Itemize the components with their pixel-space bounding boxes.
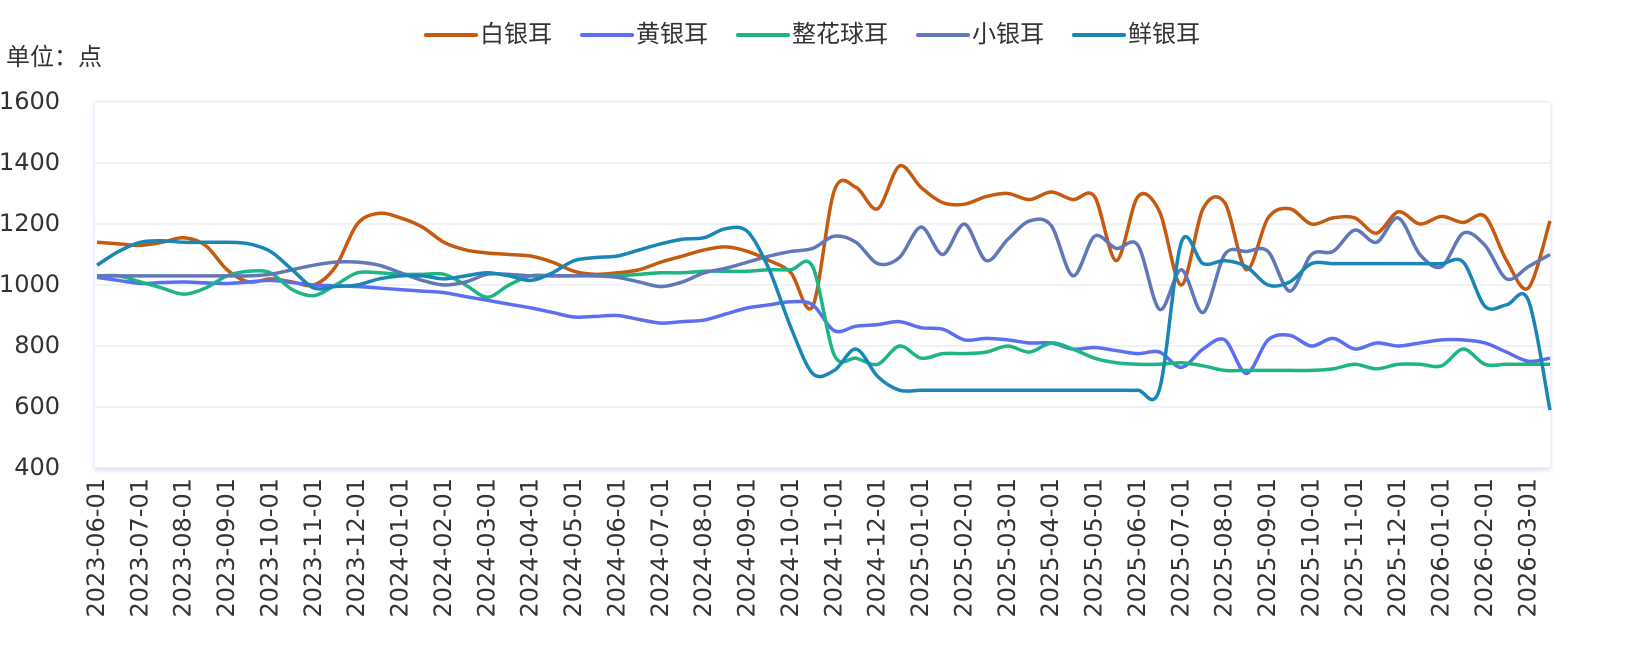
x-tick-label: 2023-06-01 [82, 478, 110, 617]
legend-item: 整花球耳 [736, 20, 888, 48]
legend-item: 白银耳 [424, 20, 552, 48]
y-tick-label: 1000 [0, 270, 60, 298]
x-tick-label: 2025-02-01 [949, 478, 977, 617]
x-tick-label: 2025-06-01 [1123, 478, 1151, 617]
x-tick-label: 2026-01-01 [1427, 478, 1455, 617]
x-tick-label: 2025-09-01 [1253, 478, 1281, 617]
legend-label: 白银耳 [480, 20, 552, 48]
y-tick-label: 1400 [0, 148, 60, 176]
legend-label: 黄银耳 [636, 20, 708, 48]
x-tick-label: 2025-01-01 [906, 478, 934, 617]
x-tick-label: 2024-07-01 [646, 478, 674, 617]
legend-label: 鲜银耳 [1128, 20, 1200, 48]
x-tick-label: 2025-07-01 [1166, 478, 1194, 617]
series-line [97, 216, 1551, 315]
x-tick-label: 2026-03-01 [1513, 478, 1541, 617]
y-tick-label: 1600 [0, 87, 60, 115]
x-tick-label: 2023-08-01 [169, 478, 197, 617]
x-tick-label: 2025-11-01 [1340, 478, 1368, 617]
x-tick-label: 2025-03-01 [993, 478, 1021, 617]
x-tick-label: 2023-07-01 [125, 478, 153, 617]
legend-item: 黄银耳 [580, 20, 708, 48]
x-tick-label: 2025-08-01 [1210, 478, 1238, 617]
x-tick-label: 2025-12-01 [1383, 478, 1411, 617]
unit-label: 单位：点 [6, 43, 102, 71]
x-tick-label: 2026-02-01 [1470, 478, 1498, 617]
x-tick-label: 2024-10-01 [776, 478, 804, 617]
x-tick-label: 2025-10-01 [1296, 478, 1324, 617]
x-tick-label: 2024-09-01 [733, 478, 761, 617]
legend-item: 小银耳 [916, 20, 1044, 48]
y-tick-label: 400 [14, 453, 60, 481]
x-tick-label: 2025-04-01 [1036, 478, 1064, 617]
legend: 白银耳 黄银耳 整花球耳 小银耳 鲜银耳 [424, 20, 1200, 48]
x-tick-label: 2023-11-01 [299, 478, 327, 617]
series-line [96, 259, 1550, 373]
y-tick-label: 800 [14, 331, 60, 359]
x-tick-label: 2024-02-01 [429, 478, 457, 617]
x-tick-label: 2024-11-01 [819, 478, 847, 617]
x-tick-label: 2024-01-01 [386, 478, 414, 617]
x-tick-label: 2023-09-01 [212, 478, 240, 617]
x-tick-label: 2023-12-01 [342, 478, 370, 617]
x-tick-label: 2024-12-01 [863, 478, 891, 617]
x-tick-label: 2023-10-01 [255, 478, 283, 617]
x-tick-label: 2024-08-01 [689, 478, 717, 617]
legend-item: 鲜银耳 [1072, 20, 1200, 48]
series-line [96, 164, 1552, 311]
y-tick-label: 600 [14, 392, 60, 420]
x-tick-label: 2024-05-01 [559, 478, 587, 617]
x-tick-label: 2024-04-01 [516, 478, 544, 617]
x-tick-label: 2025-05-01 [1080, 478, 1108, 617]
y-tick-label: 1200 [0, 209, 60, 237]
legend-label: 小银耳 [972, 20, 1044, 48]
x-tick-label: 2024-06-01 [602, 478, 630, 617]
x-tick-label: 2024-03-01 [472, 478, 500, 617]
legend-label: 整花球耳 [792, 20, 888, 48]
series-line [96, 225, 1552, 411]
